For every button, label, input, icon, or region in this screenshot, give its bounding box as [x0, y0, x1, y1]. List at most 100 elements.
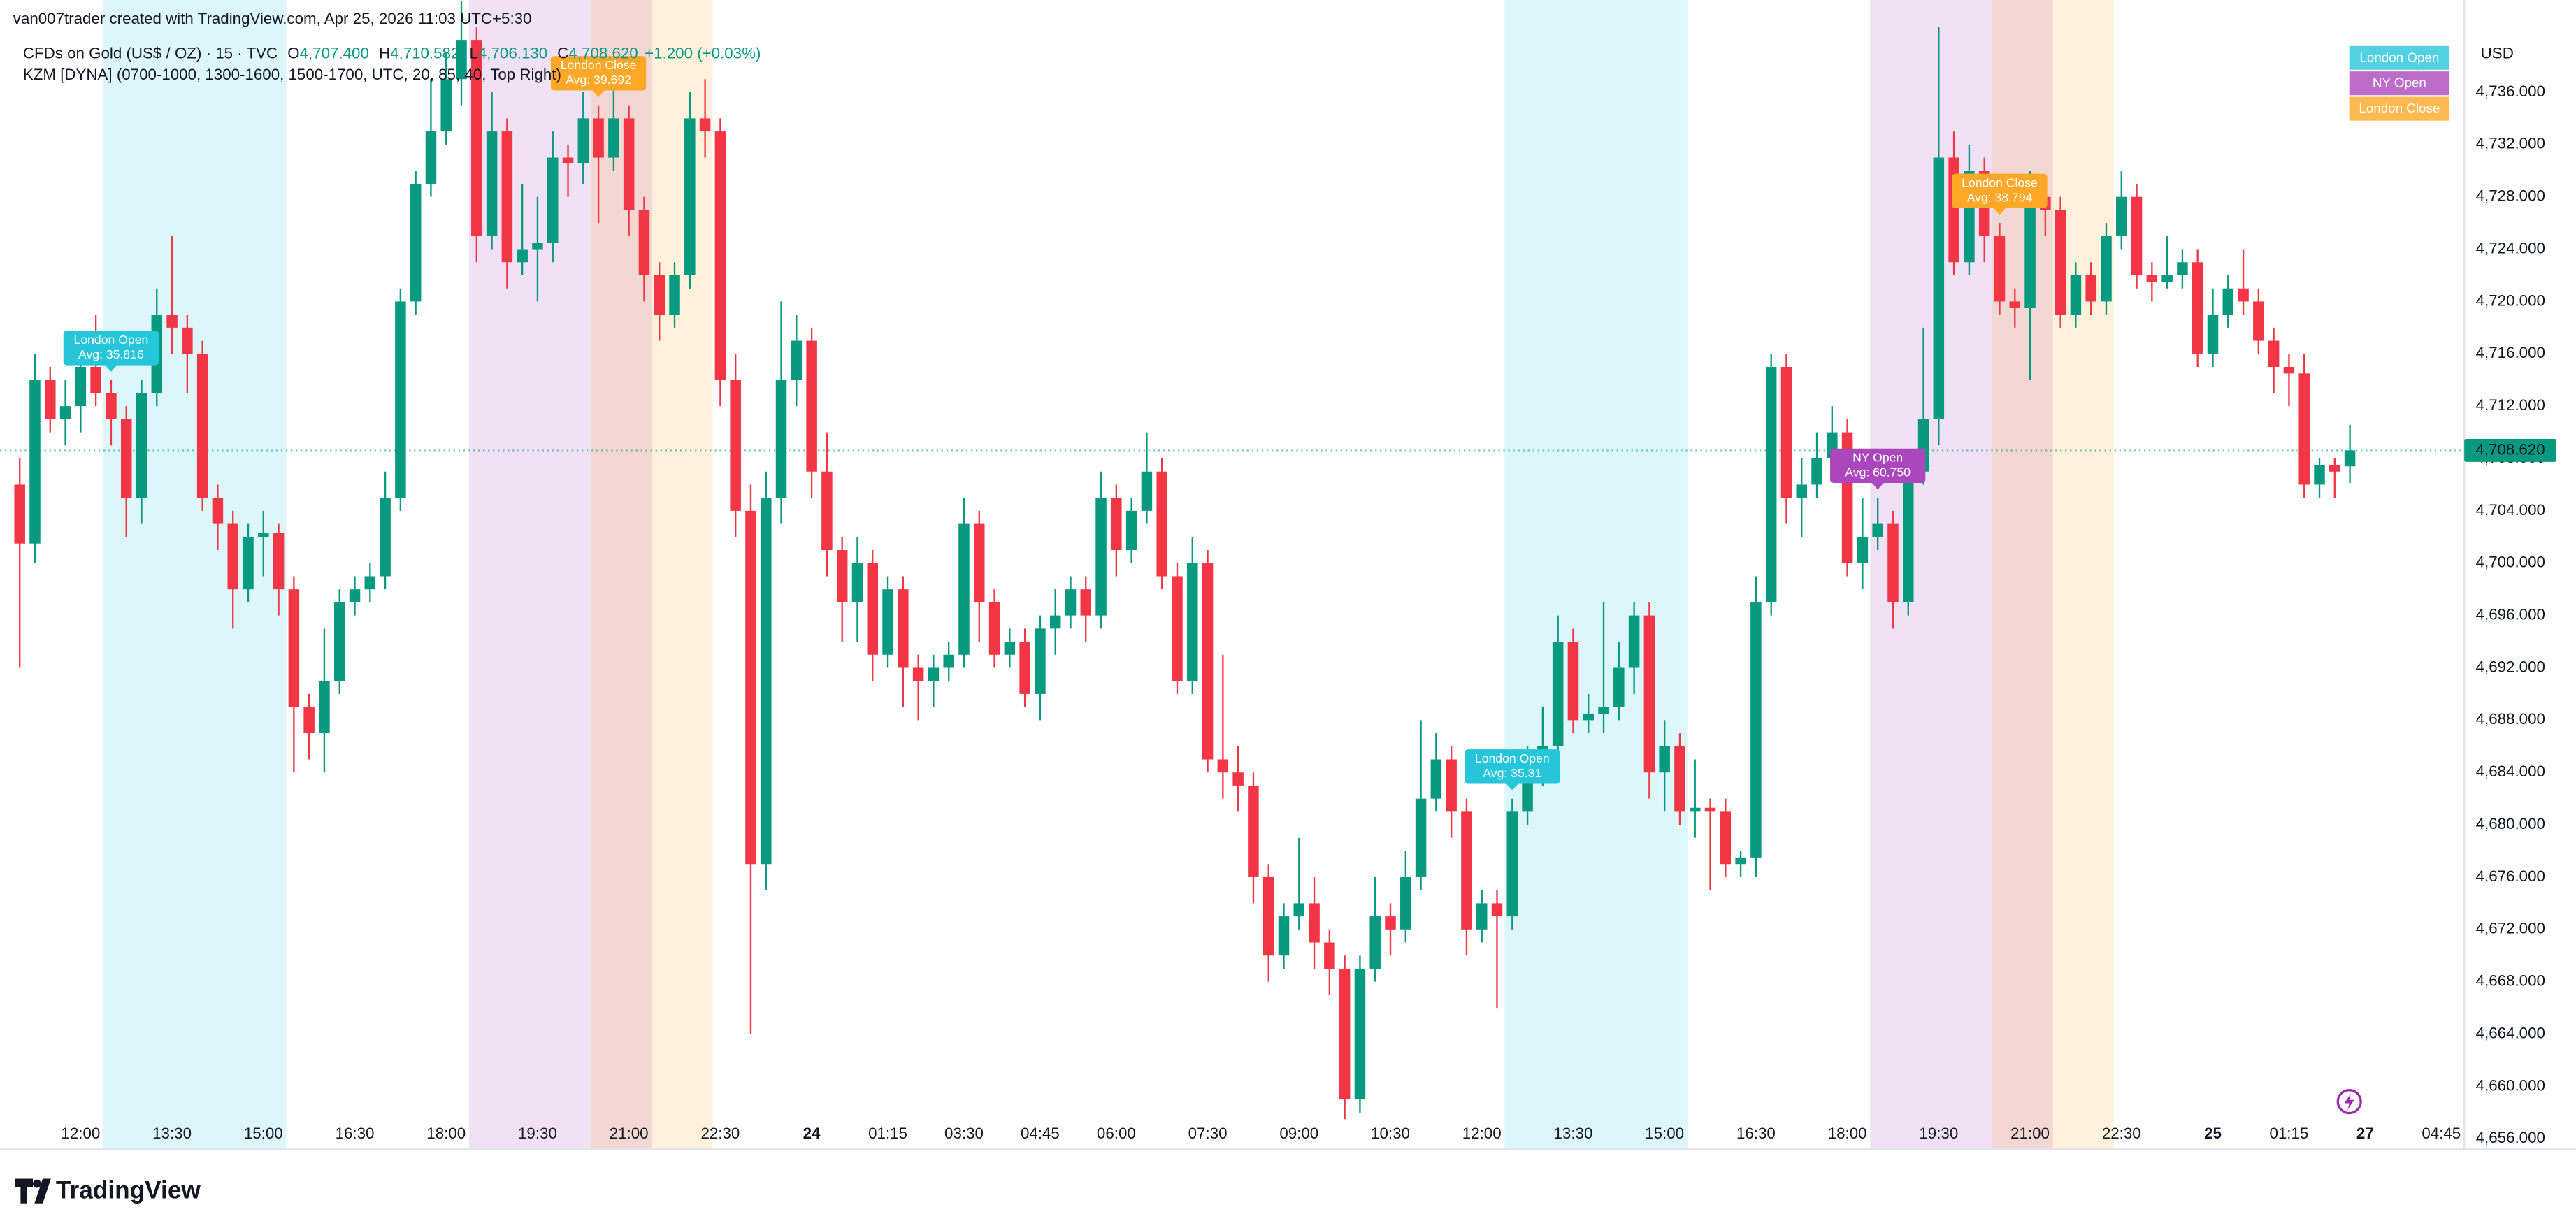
candle-body [974, 523, 985, 602]
candle-body [1446, 759, 1457, 812]
tooltip-pointer [1871, 482, 1885, 490]
y-tick-label: 4,692.000 [2476, 658, 2545, 675]
candle-body [136, 393, 147, 498]
x-tick-label: 13:30 [1554, 1125, 1593, 1142]
candle-body [1369, 916, 1381, 969]
tooltip-pointer [1993, 207, 2006, 215]
candle-body [120, 419, 132, 498]
candle-body [1248, 785, 1259, 877]
candle-body [1796, 484, 1808, 498]
x-tick-label: 10:30 [1371, 1125, 1410, 1142]
candle-body [501, 131, 513, 263]
candle-body [1385, 916, 1396, 930]
candle-body [1598, 707, 1609, 714]
candle-body [1262, 876, 1274, 956]
candle-body [958, 523, 970, 655]
candle-body [1857, 537, 1869, 563]
legend-swatch [2349, 96, 2450, 121]
tooltip-avg: Avg: 60.750 [1845, 465, 1911, 479]
y-tick-label: 4,716.000 [2476, 344, 2545, 361]
candle-body [2314, 465, 2325, 485]
ohlc-key: C [557, 44, 568, 62]
candle-body [273, 533, 285, 590]
candle-body [1202, 563, 1214, 760]
candle-body [2085, 275, 2096, 302]
candle-body [227, 523, 238, 590]
candle-body [2131, 196, 2143, 275]
x-tick-label: 19:30 [518, 1125, 557, 1142]
candle-body [1430, 759, 1442, 799]
candle-body [2192, 262, 2203, 354]
x-tick-label: 01:15 [2269, 1125, 2308, 1142]
legend-label: London Open [2359, 50, 2439, 64]
candle-body [2268, 340, 2280, 367]
candle-body [2055, 210, 2066, 315]
indicator: KZM [DYNA] (0700-1000, 1300-1600, 1500-1… [23, 66, 561, 83]
candle-body [2101, 236, 2112, 302]
candle-body [243, 537, 254, 590]
y-tick-label: 4,688.000 [2476, 710, 2545, 728]
brand-logo: TradingView [15, 1177, 201, 1204]
symbol: CFDs on Gold (US$ / OZ) · 15 · TVC [23, 44, 278, 62]
candle-body [1902, 471, 1914, 602]
alert-icon [2336, 1089, 2362, 1115]
candle-body [775, 380, 787, 498]
candle-body [608, 118, 619, 158]
candle-body [1887, 523, 1899, 602]
y-tick-label: 4,680.000 [2476, 815, 2545, 832]
candle-body [333, 602, 345, 681]
candle-body [1567, 642, 1579, 721]
x-tick-label: 16:30 [336, 1125, 375, 1142]
y-tick-label: 4,700.000 [2476, 554, 2545, 571]
y-tick-label: 4,736.000 [2476, 82, 2545, 100]
y-tick-label: 4,732.000 [2476, 135, 2545, 152]
candle-body [1309, 903, 1320, 943]
candle-body [821, 471, 833, 551]
candle-body [1019, 642, 1030, 694]
y-tick-label: 4,656.000 [2476, 1129, 2545, 1146]
tooltip-avg: Avg: 39.692 [566, 73, 631, 87]
candle-body [2329, 465, 2340, 472]
tooltip-title: London Close [561, 58, 637, 72]
session-band [1992, 0, 2114, 1150]
candle-body [684, 118, 696, 275]
candle-body [1400, 876, 1411, 930]
ohlc-value: 4,706.130 [478, 44, 547, 62]
candle-body [1125, 510, 1137, 551]
candle-body [2283, 367, 2295, 374]
legend: London Open NY Open London Close [2349, 45, 2450, 121]
candle-body [2024, 196, 2036, 308]
candle-body [349, 589, 361, 602]
x-tick-label: 12:00 [61, 1125, 100, 1142]
candle-body [730, 380, 741, 511]
candle-body [1994, 236, 2006, 302]
candle-body [1278, 916, 1290, 956]
candle-body [410, 183, 422, 302]
session-band [1504, 0, 1688, 1150]
y-tick-label: 4,704.000 [2476, 501, 2545, 519]
x-tick-label: 15:00 [244, 1125, 283, 1142]
candle-body [2253, 301, 2264, 341]
credit: van007trader created with TradingView.co… [13, 10, 532, 27]
candle-body [486, 131, 498, 236]
candle-body [1172, 576, 1183, 681]
candle-body [1765, 367, 1777, 602]
candle-body [1491, 903, 1503, 917]
tooltip-box [1465, 749, 1560, 784]
candle-body [714, 131, 726, 380]
candle-body [1720, 811, 1732, 865]
x-tick-label: 25 [2204, 1125, 2222, 1142]
tooltip-avg: Avg: 38.794 [1967, 191, 2033, 205]
candle-body [395, 301, 406, 498]
candle-body [577, 118, 589, 164]
candle-body [1217, 759, 1229, 773]
candle-body [29, 380, 41, 544]
x-tick-label: 06:00 [1097, 1125, 1136, 1142]
candle-body [2298, 373, 2310, 485]
candle-body [1628, 615, 1640, 668]
candle-body [547, 157, 559, 243]
x-tick-label: 03:30 [944, 1125, 984, 1142]
candle-body [1293, 903, 1305, 917]
tooltip-title: London Open [74, 333, 149, 347]
candle-body [364, 576, 376, 590]
